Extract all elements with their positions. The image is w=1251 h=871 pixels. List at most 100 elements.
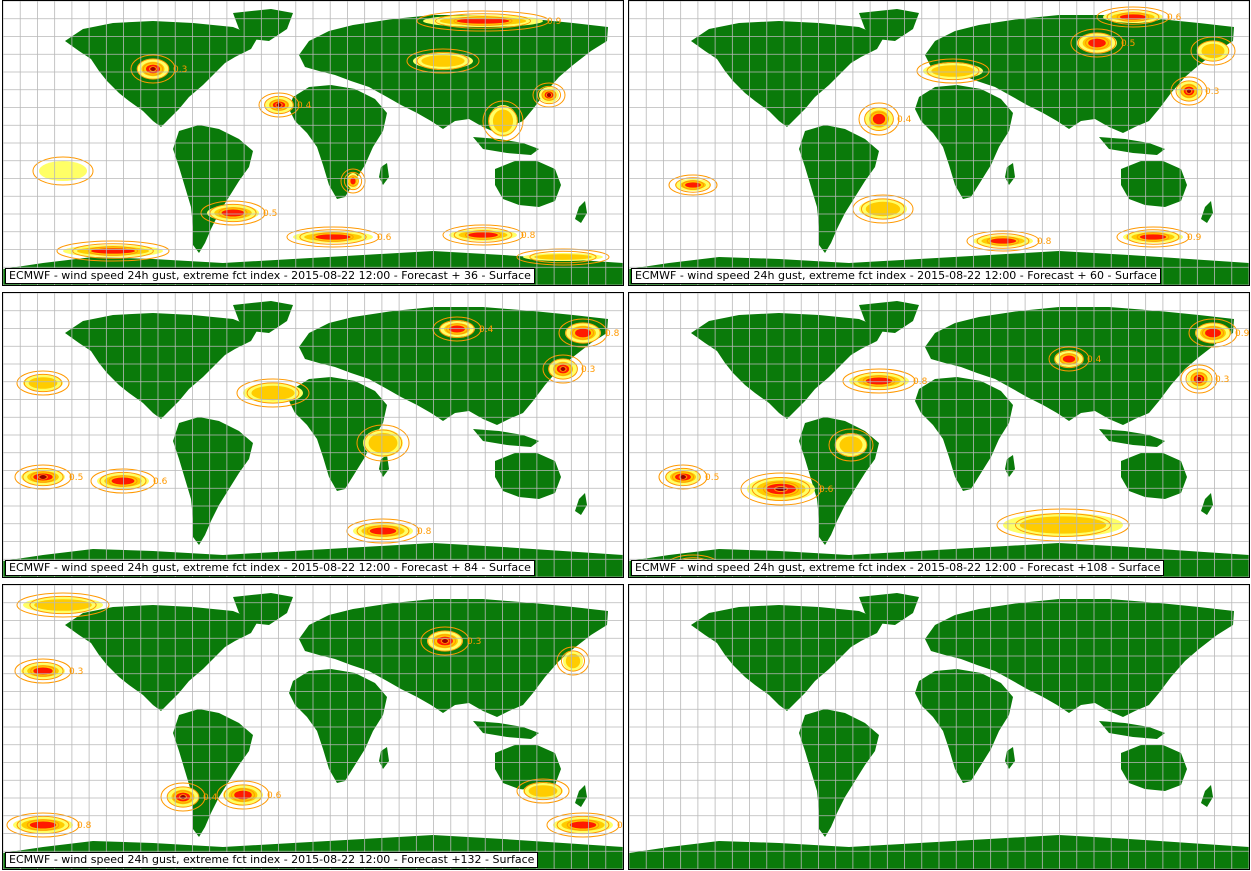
contour-line: [216, 780, 270, 810]
shade-contour: [29, 821, 57, 829]
contour-line: [1195, 376, 1203, 382]
landmass: [473, 721, 539, 739]
contour-line: [668, 174, 718, 196]
contour-value-label: 0.8: [605, 329, 620, 339]
landmass: [925, 307, 1234, 425]
extreme-index-shading: [14, 316, 608, 544]
contour-line: [1014, 512, 1112, 538]
contour-line: [926, 61, 980, 81]
landmass: [799, 709, 879, 837]
shade-contour: [492, 109, 514, 133]
shade-contour: [989, 238, 1017, 244]
contour-value-label: 0.8: [1037, 237, 1052, 247]
contour-line: [356, 521, 410, 541]
contour-line: [1190, 36, 1236, 66]
landmass: [575, 785, 587, 807]
contour-line: [1126, 229, 1180, 245]
shade-contour: [39, 475, 47, 479]
contour-line: [1180, 84, 1198, 98]
shade-contour: [1139, 234, 1167, 240]
map-panel-forecast-132: 0.3 0.3 0.4 0.6 0.8 0.9 ECMWF - wind speed 24…: [2, 584, 624, 870]
landmass: [65, 605, 258, 711]
contour-value-label: 0.8: [521, 231, 536, 241]
contour-value-label: 0.3: [467, 637, 481, 647]
shade-contour: [449, 325, 465, 333]
extreme-index-shading: [6, 592, 620, 838]
contour-line: [516, 778, 570, 804]
landmass: [1005, 455, 1015, 477]
contour-value-label: 0.6: [153, 477, 168, 487]
contour-line: [56, 240, 170, 262]
contour-line: [842, 368, 916, 394]
contour-line: [834, 432, 868, 458]
contour-line: [22, 661, 64, 681]
lat-lon-grid: [629, 585, 1249, 869]
contour-line: [559, 366, 567, 372]
landmass: [1005, 163, 1015, 185]
landmass: [925, 599, 1234, 717]
shade-contour: [1062, 355, 1076, 363]
contour-line: [976, 233, 1030, 249]
contour-line: [269, 99, 289, 111]
world-map: 0.3 0.4 0.5 0.6 0.8 0.8: [3, 293, 623, 577]
landmass: [859, 301, 919, 333]
contour-line: [996, 508, 1130, 542]
shade-contour: [234, 790, 252, 800]
contour-line: [529, 250, 597, 264]
contour-line: [343, 171, 363, 191]
contour-line: [72, 243, 154, 259]
map-panel-forecast-84: 0.3 0.4 0.5 0.6 0.8 0.8 ECMWF - wind speed 24…: [2, 292, 624, 578]
landmass: [379, 455, 389, 477]
extreme-index-shading: [32, 10, 610, 266]
contour-line: [1136, 232, 1170, 242]
landmass: [799, 125, 879, 253]
landmass: [1201, 785, 1213, 807]
landmass: [859, 593, 919, 625]
contour-value-label: 0.4: [297, 101, 312, 111]
contour-line: [1185, 368, 1213, 390]
contour-line: [108, 475, 138, 487]
contour-line: [433, 634, 457, 648]
contour-line: [516, 248, 610, 266]
contour-line: [482, 100, 524, 142]
contour-value-label: 0.5: [1121, 39, 1135, 49]
contour-line: [231, 788, 255, 802]
shade-contour: [1205, 328, 1221, 338]
contour-line: [1201, 326, 1225, 340]
contour-line: [90, 468, 156, 494]
contour-line: [548, 358, 578, 380]
contour-value-label: 0.9: [1235, 329, 1249, 339]
contour-line: [751, 476, 811, 502]
contour-line: [546, 812, 620, 838]
contour-line: [23, 373, 63, 393]
landmass: [495, 453, 561, 499]
contour-line: [416, 10, 550, 32]
shade-contour: [534, 254, 592, 260]
contour-line: [16, 370, 70, 396]
contour-line: [1054, 349, 1084, 369]
contour-line: [1116, 12, 1150, 22]
contour-line: [1077, 32, 1117, 54]
map-panel-forecast-108: 0.3 0.4 0.5 0.6 0.8 0.9 ECMWF - wind speed 24…: [628, 292, 1250, 578]
contour-line: [26, 819, 60, 831]
map-caption: ECMWF - wind speed 24h gust, extreme fct…: [5, 268, 535, 284]
shade-contour: [1088, 38, 1106, 48]
shade-contour: [575, 328, 591, 338]
shade-contour: [931, 65, 975, 77]
contour-line: [420, 626, 470, 656]
contour-value-label: 0.9: [547, 17, 562, 27]
contour-line: [434, 13, 532, 29]
contour-value-label: 0.3: [581, 365, 595, 375]
contour-line: [6, 812, 80, 838]
landmass: [691, 605, 884, 711]
contour-line: [432, 316, 482, 342]
landmass: [915, 669, 1013, 783]
landmass: [299, 15, 608, 133]
contour-line: [14, 658, 72, 684]
contour-value-label: 0.5: [705, 473, 719, 483]
shade-contour: [39, 161, 87, 181]
contour-line: [828, 428, 874, 462]
contour-labels: 0.3 0.4 0.5 0.6 0.8 0.9: [173, 17, 562, 243]
contour-value-label: 0.3: [1205, 87, 1219, 97]
landmass: [575, 201, 587, 223]
